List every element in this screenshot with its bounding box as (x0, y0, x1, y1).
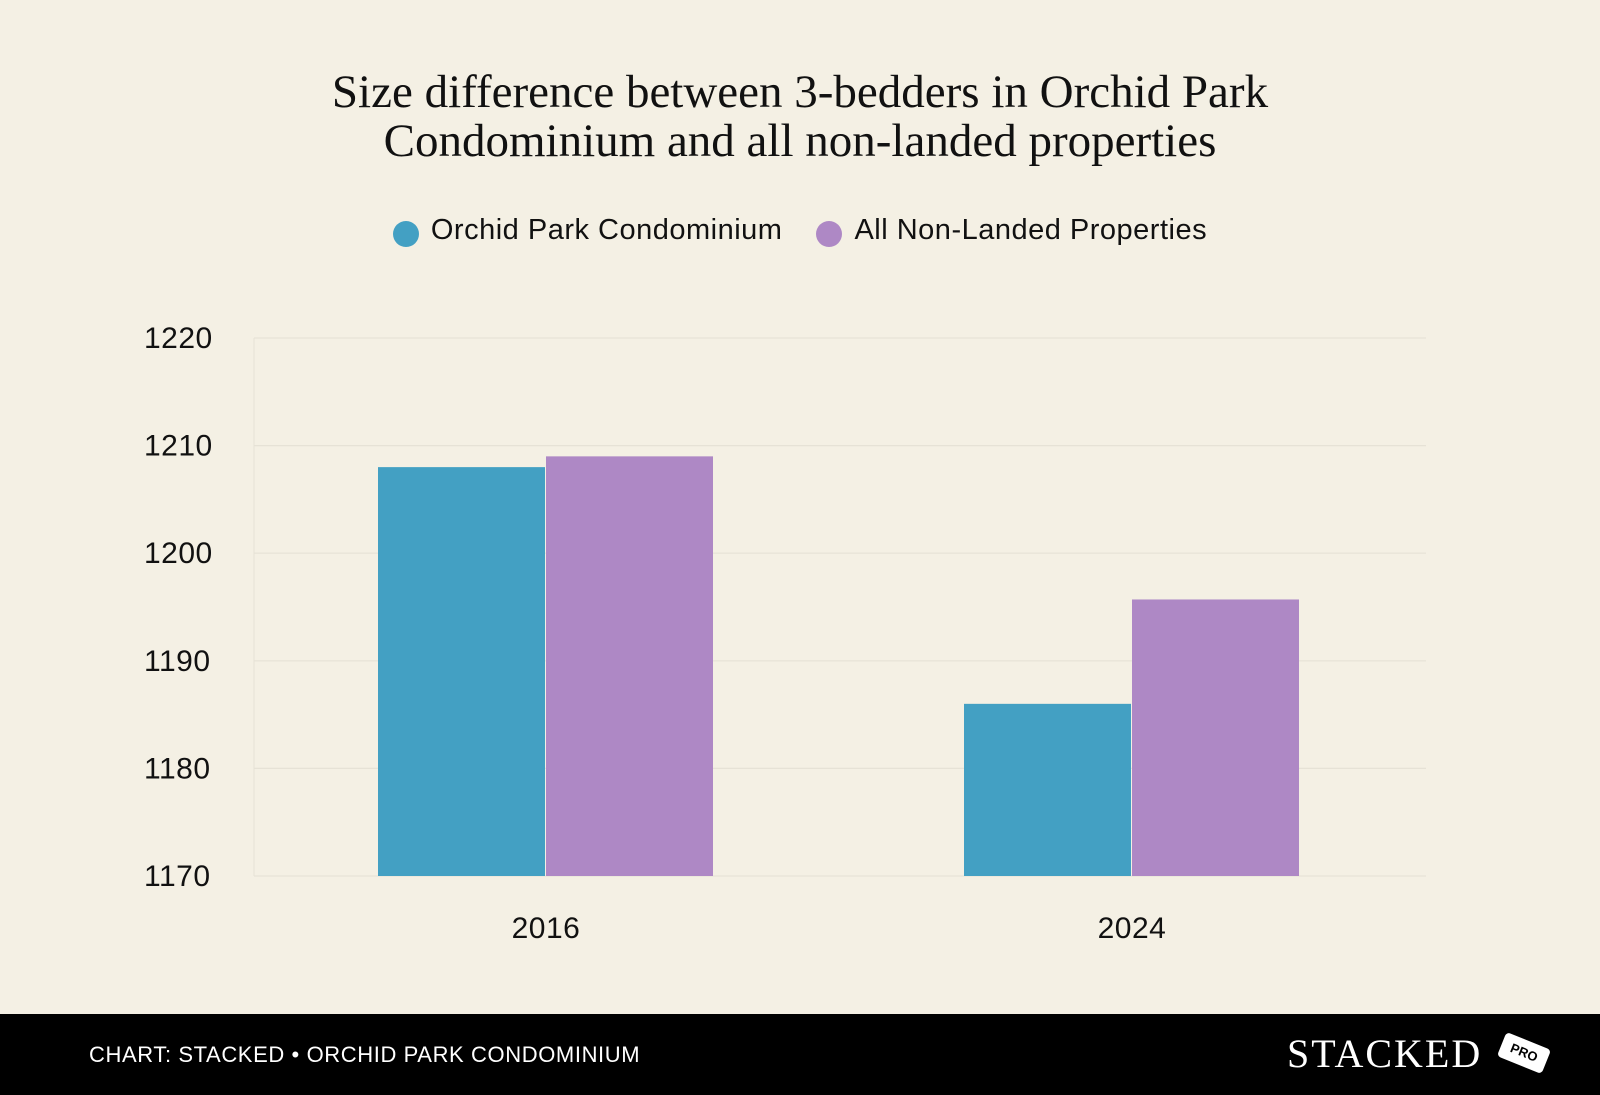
bar-2016-all-non-landed[interactable] (546, 456, 713, 876)
y-tick-label-1210: 1210 (144, 430, 213, 463)
legend-swatch-orchid-park (392, 220, 419, 247)
y-tick-label-1170: 1170 (144, 860, 211, 893)
legend-label-orchid-park: Orchid Park Condominium (430, 214, 783, 246)
pro-badge: PRO (1496, 1031, 1552, 1075)
x-tick-label-2016: 2016 (512, 912, 581, 945)
bar-2016-orchid-park[interactable] (378, 467, 545, 876)
legend-label-all-non-landed: All Non-Landed Properties (854, 214, 1208, 246)
legend-item-orchid-park[interactable]: Orchid Park Condominium (392, 214, 783, 247)
legend-swatch-all-non-landed (816, 220, 843, 247)
y-axis-ticks: 1220 1210 1200 1190 1180 1170 (144, 322, 213, 893)
chart-title-line-1: Size difference between 3-bedders in Orc… (331, 66, 1269, 118)
bar-chart: 1220 1210 1200 1190 1180 1170 2016 2024 (144, 322, 1426, 945)
y-tick-label-1200: 1200 (144, 537, 213, 570)
bar-2024-all-non-landed[interactable] (1132, 599, 1299, 876)
bars (378, 456, 1299, 876)
y-tick-label-1190: 1190 (144, 645, 211, 678)
x-axis-ticks: 2016 2024 (512, 912, 1167, 945)
chart-title: Size difference between 3-bedders in Orc… (0, 68, 1600, 166)
y-tick-label-1180: 1180 (144, 752, 211, 785)
legend-item-all-non-landed[interactable]: All Non-Landed Properties (816, 214, 1207, 247)
chart-legend: Orchid Park Condominium All Non-Landed P… (0, 214, 1600, 247)
chart-title-line-2: Condominium and all non-landed propertie… (383, 115, 1217, 167)
x-tick-label-2024: 2024 (1098, 912, 1167, 945)
chart-source: CHART: STACKED • ORCHID PARK CONDOMINIUM (89, 1042, 641, 1067)
stacked-logo: STACKED (1287, 1031, 1483, 1076)
y-tick-label-1220: 1220 (144, 322, 213, 355)
bar-2024-orchid-park[interactable] (964, 703, 1131, 876)
footer-bar: CHART: STACKED • ORCHID PARK CONDOMINIUM… (0, 1014, 1600, 1095)
